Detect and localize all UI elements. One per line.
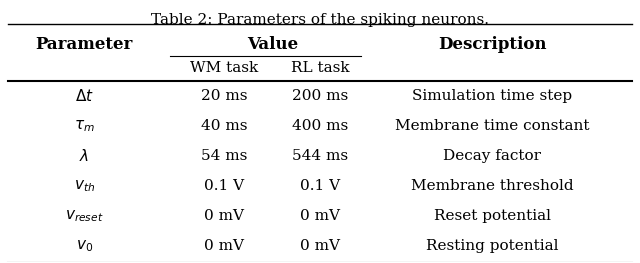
Text: 0 mV: 0 mV — [204, 239, 244, 253]
Text: Value: Value — [246, 36, 298, 53]
Text: 200 ms: 200 ms — [292, 89, 348, 103]
Text: 0 mV: 0 mV — [204, 209, 244, 223]
Text: 20 ms: 20 ms — [201, 89, 248, 103]
Text: Decay factor: Decay factor — [443, 149, 541, 163]
Text: Parameter: Parameter — [36, 36, 133, 53]
Text: WM task: WM task — [190, 61, 259, 75]
Text: $v_{reset}$: $v_{reset}$ — [65, 208, 104, 224]
Text: 0.1 V: 0.1 V — [300, 179, 340, 193]
Text: Resting potential: Resting potential — [426, 239, 558, 253]
Text: Description: Description — [438, 36, 547, 53]
Text: Membrane time constant: Membrane time constant — [395, 119, 589, 133]
Text: $\Delta t$: $\Delta t$ — [75, 88, 93, 104]
Text: Simulation time step: Simulation time step — [412, 89, 572, 103]
Text: 40 ms: 40 ms — [201, 119, 248, 133]
Text: Membrane threshold: Membrane threshold — [411, 179, 573, 193]
Text: 54 ms: 54 ms — [201, 149, 248, 163]
Text: 0 mV: 0 mV — [300, 239, 340, 253]
Text: RL task: RL task — [291, 61, 349, 75]
Text: 400 ms: 400 ms — [292, 119, 348, 133]
Text: $v_0$: $v_0$ — [76, 238, 93, 254]
Text: Table 2: Parameters of the spiking neurons.: Table 2: Parameters of the spiking neuro… — [151, 13, 489, 27]
Text: Reset potential: Reset potential — [433, 209, 550, 223]
Text: $v_{th}$: $v_{th}$ — [74, 178, 95, 194]
Text: $\tau_m$: $\tau_m$ — [74, 118, 95, 134]
Text: 0 mV: 0 mV — [300, 209, 340, 223]
Text: 544 ms: 544 ms — [292, 149, 348, 163]
Text: $\lambda$: $\lambda$ — [79, 148, 90, 164]
Text: 0.1 V: 0.1 V — [204, 179, 244, 193]
